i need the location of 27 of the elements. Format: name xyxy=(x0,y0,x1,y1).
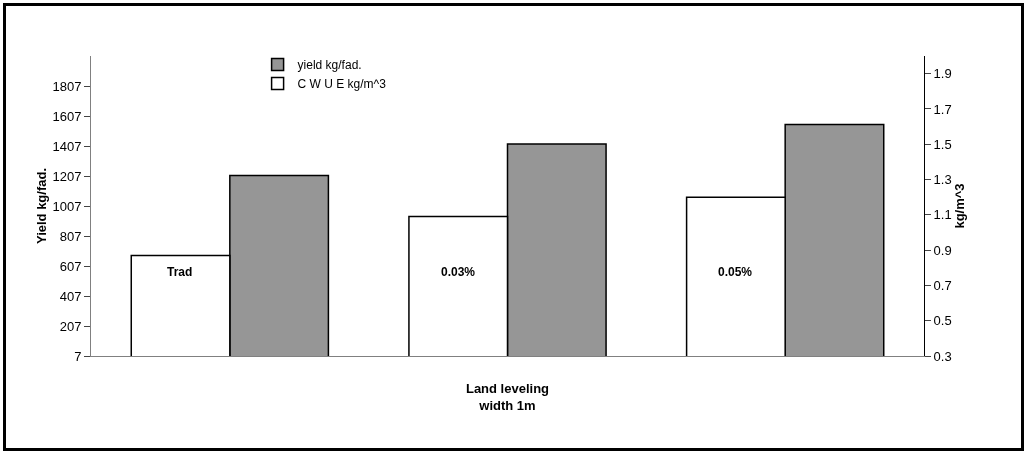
legend-label: C W U E kg/m^3 xyxy=(297,77,387,92)
y2-tick-label: 1.1 xyxy=(933,207,952,223)
y-tick-label: 1207 xyxy=(52,168,82,184)
legend-label: yield kg/fad. xyxy=(297,58,362,73)
x-tick-label: 0.03% xyxy=(441,265,476,279)
y-tick-label: 7 xyxy=(74,348,82,364)
y2-tick-label: 0.3 xyxy=(933,348,952,364)
y-tick-label: 1007 xyxy=(52,198,82,214)
y2-tick-label: 1.5 xyxy=(933,136,952,152)
x-axis-title: Land leveling width 1m xyxy=(465,381,550,413)
y-tick-label: 607 xyxy=(59,258,82,274)
y2-tick-label: 0.5 xyxy=(933,313,952,329)
y-axis-title: Yield kg/fad. xyxy=(34,167,50,245)
y2-tick-label: 1.7 xyxy=(933,101,952,117)
y-tick-label: 1807 xyxy=(52,78,82,94)
y-tick-label: 1607 xyxy=(52,108,82,124)
x-tick-label: Trad xyxy=(167,265,193,279)
y2-tick-label: 1.9 xyxy=(933,66,952,82)
y2-tick-label: 0.9 xyxy=(933,242,952,258)
y2-tick-label: 0.7 xyxy=(933,277,952,293)
y2-axis-title: kg/m^3 xyxy=(951,183,967,229)
y-tick-label: 207 xyxy=(59,318,82,334)
y-tick-label: 407 xyxy=(59,288,82,304)
y-tick-label: 1407 xyxy=(52,138,82,154)
y-tick-label: 807 xyxy=(59,228,82,244)
y2-tick-label: 1.3 xyxy=(933,172,952,188)
x-tick-label: 0.05% xyxy=(718,265,753,279)
